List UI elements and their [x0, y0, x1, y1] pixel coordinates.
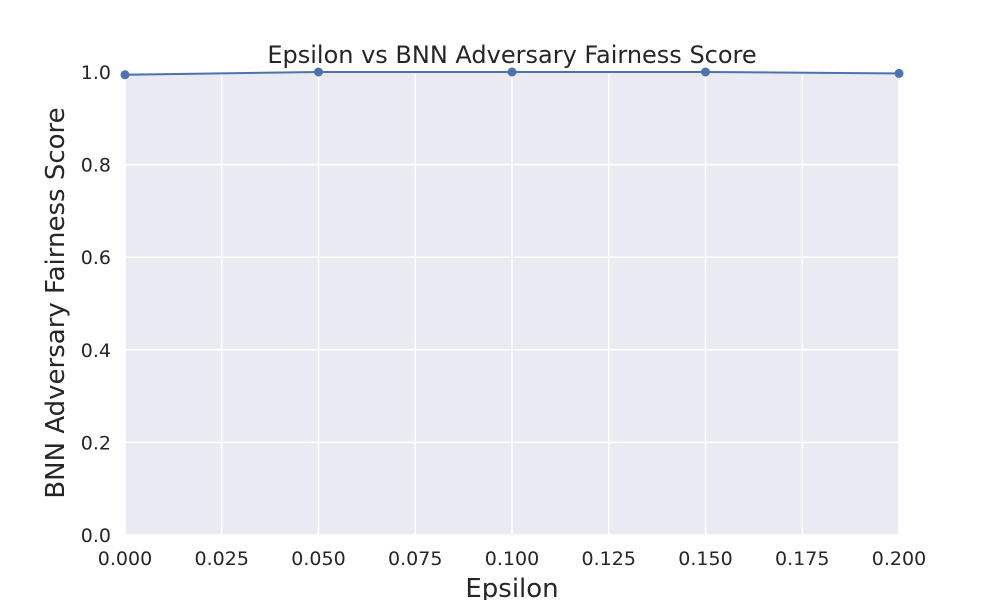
x-tick-label: 0.100 [485, 548, 539, 570]
y-tick-label: 0.4 [81, 340, 111, 362]
x-tick-label: 0.050 [291, 548, 345, 570]
x-tick-label: 0.150 [678, 548, 732, 570]
data-point [894, 68, 904, 78]
x-axis-title: Epsilon [465, 574, 558, 600]
y-tick-label: 0.6 [81, 247, 111, 269]
y-tick-label: 0.8 [81, 155, 111, 177]
x-tick-label: 0.000 [98, 548, 152, 570]
y-tick-label: 1.0 [81, 62, 111, 84]
y-tick-label: 0.2 [81, 432, 111, 454]
x-tick-label: 0.175 [775, 548, 829, 570]
tick-labels: 0.000 0.025 0.050 0.075 0.100 0.125 0.150 0.175… [81, 62, 926, 570]
x-tick-label: 0.025 [195, 548, 249, 570]
x-tick-label: 0.075 [388, 548, 442, 570]
data-point [701, 67, 710, 77]
data-point [120, 70, 130, 80]
data-point [314, 67, 323, 77]
x-tick-label: 0.200 [872, 548, 926, 570]
series-layer [120, 67, 904, 80]
y-axis-title: BNN Adversary Fairness Score [41, 107, 71, 498]
x-tick-label: 0.125 [582, 548, 636, 570]
y-tick-label: 0.0 [81, 525, 111, 547]
chart-title: Epsilon vs BNN Adversary Fairness Score [267, 41, 756, 69]
data-point [507, 67, 517, 77]
